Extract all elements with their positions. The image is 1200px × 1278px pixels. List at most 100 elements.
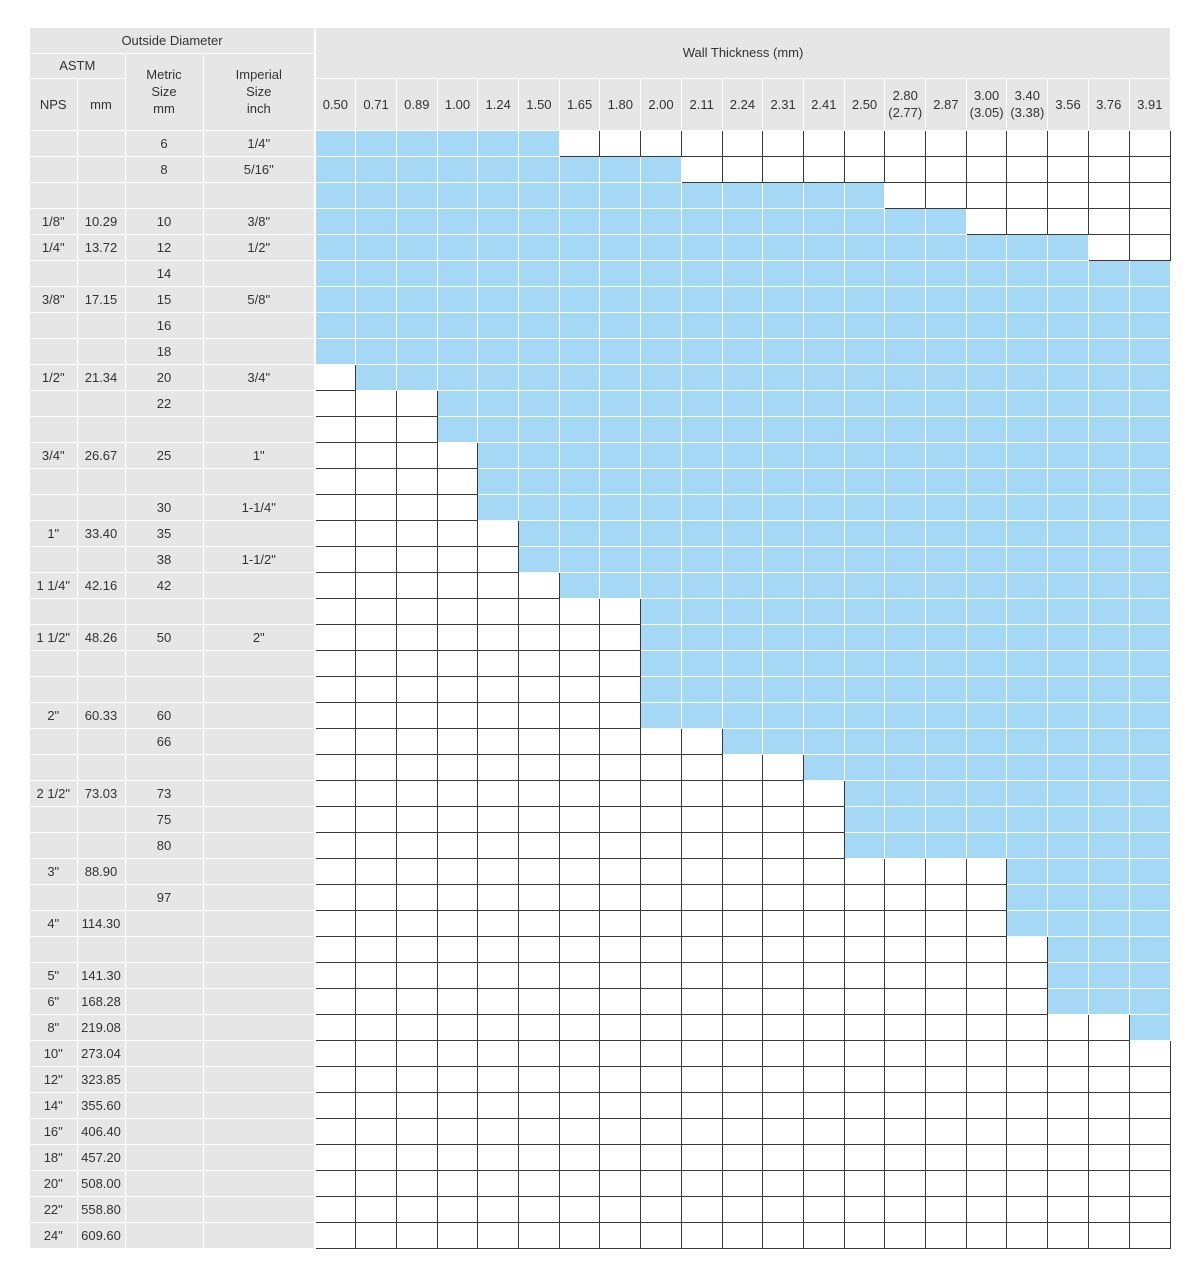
available-cell (1006, 675, 1049, 703)
grid-cell (721, 1143, 764, 1171)
available-cell (965, 597, 1008, 625)
available-cell (965, 701, 1008, 729)
available-cell (884, 623, 927, 651)
grid-cell (395, 519, 438, 547)
grid-cell (558, 1013, 601, 1041)
grid-cell (355, 909, 397, 937)
grid-cell (558, 1117, 601, 1145)
available-cell (1087, 337, 1130, 365)
grid-cell (355, 1091, 397, 1119)
available-cell (640, 597, 682, 625)
available-cell (843, 701, 886, 729)
grid-cell (925, 1013, 967, 1041)
available-cell (884, 233, 927, 261)
available-cell (1087, 779, 1130, 807)
available-cell (355, 129, 397, 157)
grid-cell (680, 805, 723, 833)
grid-cell (802, 961, 845, 989)
grid-cell (436, 1013, 479, 1041)
grid-cell (518, 961, 560, 989)
grid-cell (762, 1013, 804, 1041)
mm-cell (77, 468, 126, 495)
thickness-header-value: 3.76 (1096, 96, 1122, 112)
available-cell (1047, 337, 1089, 365)
grid-cell (925, 129, 967, 157)
grid-cell (680, 779, 723, 807)
available-cell (925, 675, 967, 703)
available-cell (558, 181, 601, 209)
table-row: 4" 114.30 (30, 909, 1171, 937)
grid-cell (436, 649, 479, 677)
nps-cell (30, 130, 78, 157)
available-cell (884, 467, 927, 495)
nps-cell: 1 1/2" (30, 624, 78, 651)
grid-cell (477, 519, 520, 547)
grid-cell (925, 181, 967, 209)
grid-cell (436, 883, 479, 911)
grid-cell (518, 701, 560, 729)
grid-cell (477, 909, 520, 937)
available-cell (925, 415, 967, 443)
metric-cell: 73 (125, 780, 204, 807)
grid-cell (477, 597, 520, 625)
available-cell (1006, 519, 1049, 547)
available-cell (599, 181, 642, 209)
imperial-cell (203, 520, 317, 547)
grid-cell (1006, 129, 1049, 157)
available-cell (762, 519, 804, 547)
available-cell (802, 259, 845, 287)
grid-cell (355, 649, 397, 677)
available-cell (925, 259, 967, 287)
imperial-cell (203, 1170, 317, 1197)
grid-cell (558, 883, 601, 911)
table-row: 97 (30, 883, 1171, 911)
available-cell (1047, 571, 1089, 599)
grid-cell (314, 1091, 357, 1119)
grid-cell (355, 779, 397, 807)
nps-cell (30, 546, 78, 573)
grid-cell (355, 519, 397, 547)
grid-cell (395, 727, 438, 755)
available-cell (925, 467, 967, 495)
grid-cell (599, 649, 642, 677)
grid-cell (925, 1143, 967, 1171)
mm-cell (77, 182, 126, 209)
grid-cell (1047, 207, 1089, 235)
grid-cell (680, 883, 723, 911)
grid-cell (518, 675, 560, 703)
nps-cell (30, 468, 78, 495)
grid-cell (680, 987, 723, 1015)
available-cell (721, 207, 764, 235)
grid-cell (762, 1039, 804, 1067)
available-cell (1128, 909, 1171, 937)
grid-cell (1047, 155, 1089, 183)
nps-cell (30, 390, 78, 417)
available-cell (925, 727, 967, 755)
available-cell (1128, 545, 1171, 573)
thickness-header: 3.56 (1047, 78, 1089, 131)
available-cell (640, 493, 682, 521)
available-cell (477, 467, 520, 495)
mm-cell: 42.16 (77, 572, 126, 599)
nps-cell: 16" (30, 1118, 78, 1145)
available-cell (1087, 285, 1130, 313)
available-cell (721, 181, 764, 209)
available-cell (1128, 701, 1171, 729)
grid-cell (721, 1221, 764, 1249)
grid-cell (355, 1013, 397, 1041)
available-cell (965, 753, 1008, 781)
table-row: 1/2" 21.34 20 3/4" (30, 363, 1171, 391)
metric-cell (125, 182, 204, 209)
grid-cell (1047, 1013, 1089, 1041)
grid-cell (802, 1039, 845, 1067)
mm-cell (77, 546, 126, 573)
grid-cell (802, 831, 845, 859)
available-cell (925, 701, 967, 729)
metric-cell (125, 468, 204, 495)
thickness-header: 2.87 (925, 78, 967, 131)
grid-cell (436, 519, 479, 547)
grid-cell (1128, 1221, 1171, 1249)
table-row (30, 415, 1171, 443)
table-row: 3" 88.90 (30, 857, 1171, 885)
grid-cell (395, 857, 438, 885)
